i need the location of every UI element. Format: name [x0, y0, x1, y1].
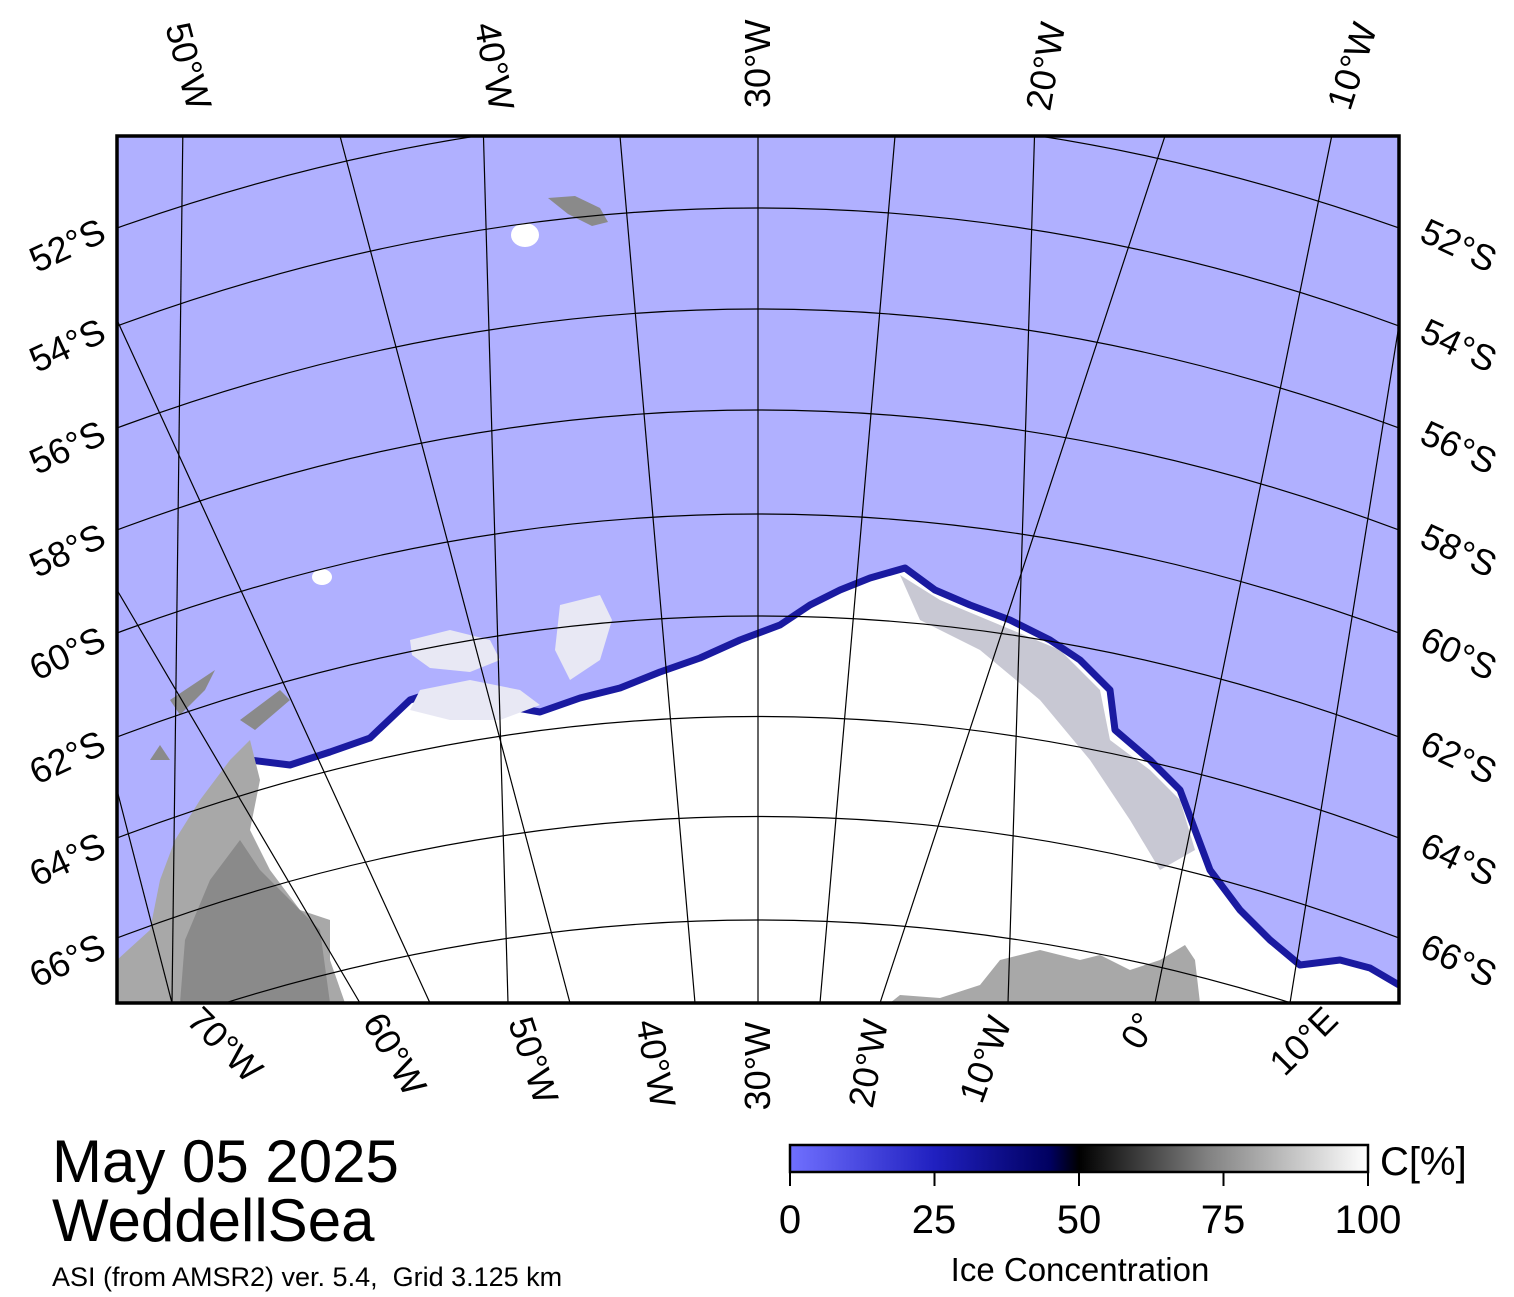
- left-lat-label: 58°S: [23, 515, 111, 585]
- colorbar-unit: C[%]: [1380, 1140, 1467, 1184]
- meridian-line: [171, 136, 184, 1003]
- right-lat-label: 60°S: [1415, 618, 1503, 688]
- top-lon-label: 20°W: [1018, 19, 1074, 113]
- bottom-lon-label: 70°W: [179, 999, 271, 1091]
- latitude-line-52s: [117, 136, 1399, 229]
- colorbar: [788, 1143, 1370, 1174]
- peninsula-islands: [150, 670, 290, 760]
- map-frame: [115, 134, 1401, 1005]
- left-lat-label: 64°S: [23, 824, 111, 894]
- south-orkney-ice: [312, 569, 332, 585]
- colorbar-tick-label: 75: [1200, 1198, 1246, 1242]
- left-lat-label: 66°S: [23, 925, 111, 995]
- right-lat-label: 64°S: [1415, 824, 1503, 894]
- meridian-line: [339, 136, 571, 1003]
- colorbar-tick-label: 50: [1056, 1198, 1102, 1242]
- colorbar-tick-label: 100: [1334, 1198, 1402, 1242]
- top-lon-label: 50°W: [157, 18, 219, 114]
- map-region-name: WeddellSea: [52, 1187, 375, 1254]
- meridian-line: [117, 319, 431, 1003]
- top-lon-label: 10°W: [1319, 18, 1385, 115]
- meridian-line: [819, 136, 896, 1003]
- meridian-line: [1154, 136, 1333, 1003]
- bottom-longitude-labels: 70°W 60°W 50°W 40°W 30°W 20°W 10°W 0° 10…: [179, 999, 1345, 1111]
- meridian-line: [619, 136, 696, 1003]
- bottom-lon-label: 40°W: [628, 1016, 684, 1110]
- bottom-lon-label: 20°W: [840, 1016, 896, 1110]
- right-latitude-labels: 52°S 54°S 56°S 58°S 60°S 62°S 64°S 66°S: [1415, 210, 1503, 995]
- left-lat-label: 54°S: [23, 310, 111, 380]
- colorbar-title: Ice Concentration: [950, 1251, 1210, 1288]
- right-lat-label: 54°S: [1415, 310, 1503, 380]
- right-lat-label: 52°S: [1415, 210, 1503, 280]
- sea-ice-pack: [250, 568, 1399, 1003]
- left-lat-label: 62°S: [23, 722, 111, 792]
- top-longitude-labels: 50°W 40°W 30°W 20°W 10°W: [157, 18, 1385, 115]
- top-lon-label: 30°W: [737, 20, 778, 108]
- left-lat-label: 56°S: [23, 412, 111, 482]
- scattered-ice-floes: [410, 595, 612, 720]
- meridian-line: [482, 136, 509, 1003]
- colorbar-tick-label: 0: [778, 1198, 802, 1242]
- south-georgia-ice: [511, 223, 539, 247]
- left-lat-label: 52°S: [23, 210, 111, 280]
- map-date: May 05 2025: [52, 1128, 399, 1195]
- low-concentration-ice: [900, 575, 1195, 870]
- meridian-line: [879, 136, 1166, 1003]
- meridian-line: [1007, 136, 1036, 1003]
- meridian-line: [117, 789, 173, 1003]
- product-description: ASI (from AMSR2) ver. 5.4, Grid 3.125 km: [52, 1262, 563, 1292]
- colorbar-tick-label: 25: [911, 1198, 957, 1242]
- right-lat-label: 56°S: [1415, 412, 1503, 482]
- left-latitude-labels: 52°S 54°S 56°S 58°S 60°S 62°S 64°S 66°S: [23, 210, 111, 995]
- antarctic-peninsula-highland: [180, 840, 330, 1003]
- bottom-lon-label: 60°W: [355, 1006, 435, 1103]
- top-lon-label: 40°W: [467, 19, 523, 113]
- meridian-line: [1289, 324, 1399, 1003]
- bottom-lon-label: 0°: [1112, 1006, 1165, 1056]
- right-lat-label: 66°S: [1415, 925, 1503, 995]
- right-lat-label: 58°S: [1415, 515, 1503, 585]
- left-lat-label: 60°S: [23, 618, 111, 688]
- colorbar-tick-marks: [789, 1172, 1369, 1186]
- meridian-line: [117, 589, 361, 1003]
- bottom-lon-label: 50°W: [500, 1012, 566, 1109]
- antarctic-continent-land: [890, 945, 1200, 1003]
- bottom-lon-label: 30°W: [737, 1022, 778, 1110]
- south-georgia-island: [548, 196, 608, 226]
- bottom-lon-label: 10°E: [1261, 999, 1345, 1083]
- bottom-lon-label: 10°W: [951, 1011, 1020, 1108]
- graticule-lines: [117, 136, 1399, 1003]
- right-lat-label: 62°S: [1415, 722, 1503, 792]
